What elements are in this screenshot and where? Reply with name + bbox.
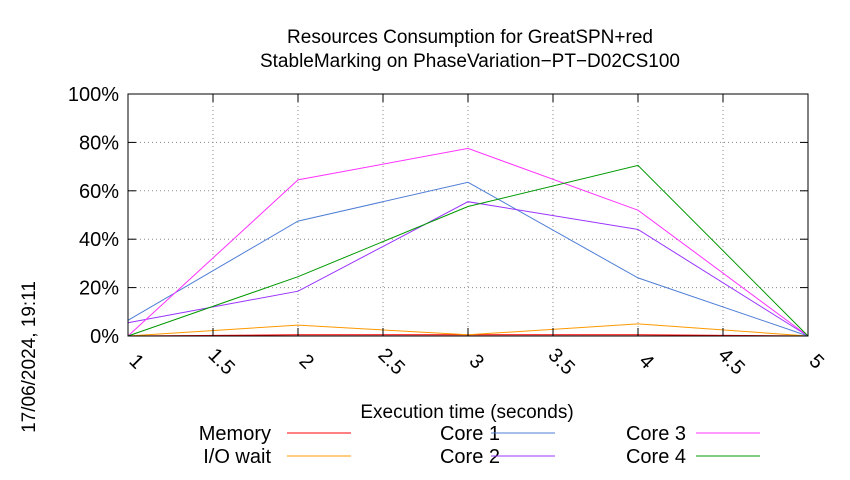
legend-label-core-2: Core 2 <box>440 446 500 468</box>
grid <box>128 94 808 336</box>
legend-label-core-3: Core 3 <box>626 423 686 445</box>
series-line-core-1 <box>127 181 809 337</box>
x-tick-label: 5 <box>805 350 828 373</box>
series-line-core-3 <box>127 147 809 337</box>
y-tick-label: 20% <box>79 278 119 300</box>
x-tick-label: 4.5 <box>714 344 749 379</box>
legend-label-core-1: Core 1 <box>440 423 500 445</box>
legend-label-core-4: Core 4 <box>626 446 686 468</box>
chart-title-line1: Resources Consumption for GreatSPN+red <box>287 27 653 48</box>
y-tick-label: 60% <box>79 181 119 203</box>
x-tick-label: 3 <box>465 350 488 373</box>
series-line-core-2 <box>127 201 809 337</box>
x-tick-label: 2 <box>295 350 318 373</box>
legend-label-memory: Memory <box>199 423 271 445</box>
chart-title-line2: StableMarking on PhaseVariation−PT−D02CS… <box>260 51 680 72</box>
y-tick-label: 100% <box>68 84 119 106</box>
x-tick-label: 2.5 <box>374 344 409 379</box>
x-axis-label: Execution time (seconds) <box>360 402 573 423</box>
x-tick-label: 4 <box>635 350 658 373</box>
series-line-core-4 <box>127 164 809 337</box>
y-tick-label: 0% <box>90 326 119 348</box>
y-tick-label: 40% <box>79 229 119 251</box>
legend-label-i-o-wait: I/O wait <box>203 446 271 468</box>
x-tick-label: 3.5 <box>544 344 579 379</box>
y-tick-label: 80% <box>79 132 119 154</box>
x-tick-label: 1 <box>125 350 148 373</box>
timestamp-label: 17/06/2024, 19:11 <box>19 281 40 433</box>
x-tick-label: 1.5 <box>204 344 239 379</box>
